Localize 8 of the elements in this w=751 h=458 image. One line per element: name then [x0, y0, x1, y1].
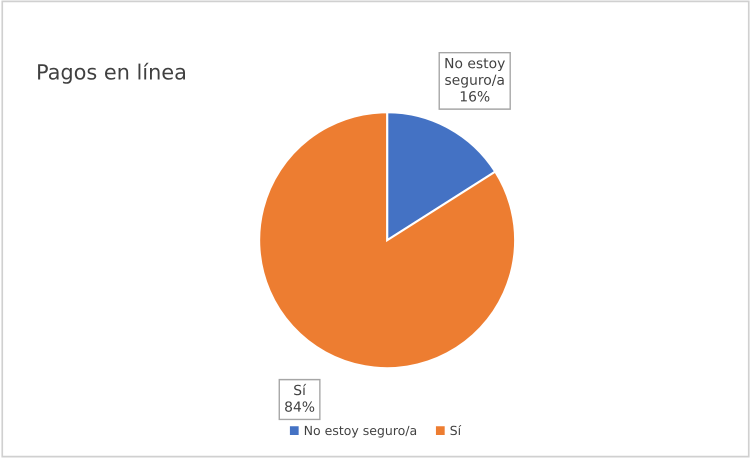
legend-label: No estoy seguro/a: [304, 426, 416, 438]
data-label: 16%: [460, 91, 490, 102]
slice-label: Sí: [294, 384, 306, 396]
slice-label: No estoy seguro/a: [445, 58, 505, 88]
legend-label: Sí: [450, 424, 462, 436]
data-label: 84%: [285, 401, 314, 412]
pie-slice: [258, 111, 516, 370]
chart-title: Pagos en línea: [38, 62, 186, 84]
